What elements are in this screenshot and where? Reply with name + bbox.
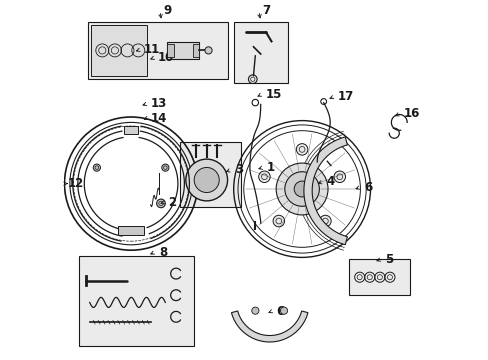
Circle shape [284,172,319,206]
Circle shape [319,215,330,227]
Text: 9: 9 [163,4,171,17]
Circle shape [185,159,227,201]
Polygon shape [231,311,307,342]
Text: 3: 3 [234,163,243,176]
Text: 1: 1 [266,161,274,174]
Bar [88,22,228,79]
Text: 16: 16 [403,107,419,120]
Bar [167,42,199,59]
Bar [91,25,147,76]
Text: 6: 6 [363,181,371,194]
Bar [118,226,143,235]
Text: 10: 10 [158,51,174,64]
Bar [167,44,173,57]
Circle shape [258,171,270,183]
Circle shape [204,47,212,54]
Text: 17: 17 [337,90,354,103]
Circle shape [276,163,327,215]
Circle shape [93,164,100,171]
Text: 11: 11 [143,43,160,56]
Text: 12: 12 [67,177,83,190]
Text: 4: 4 [326,175,334,188]
Text: 13: 13 [151,97,167,110]
Circle shape [156,199,165,208]
Text: 5: 5 [384,253,392,266]
Polygon shape [304,137,346,245]
Circle shape [251,307,259,314]
Text: 6: 6 [276,305,284,318]
Circle shape [333,171,345,183]
Bar [79,256,194,346]
Text: 15: 15 [265,88,281,101]
Circle shape [194,167,219,193]
Circle shape [296,144,307,155]
Circle shape [280,307,287,314]
Bar [193,44,199,57]
Text: 8: 8 [159,246,167,258]
Circle shape [294,181,309,197]
Text: 2: 2 [168,196,176,209]
Bar [123,126,138,134]
Text: 7: 7 [262,4,270,17]
Circle shape [162,164,169,171]
Text: 14: 14 [151,112,167,125]
Bar [348,259,409,295]
Circle shape [272,215,284,227]
Bar [179,142,241,207]
Bar [233,22,287,83]
